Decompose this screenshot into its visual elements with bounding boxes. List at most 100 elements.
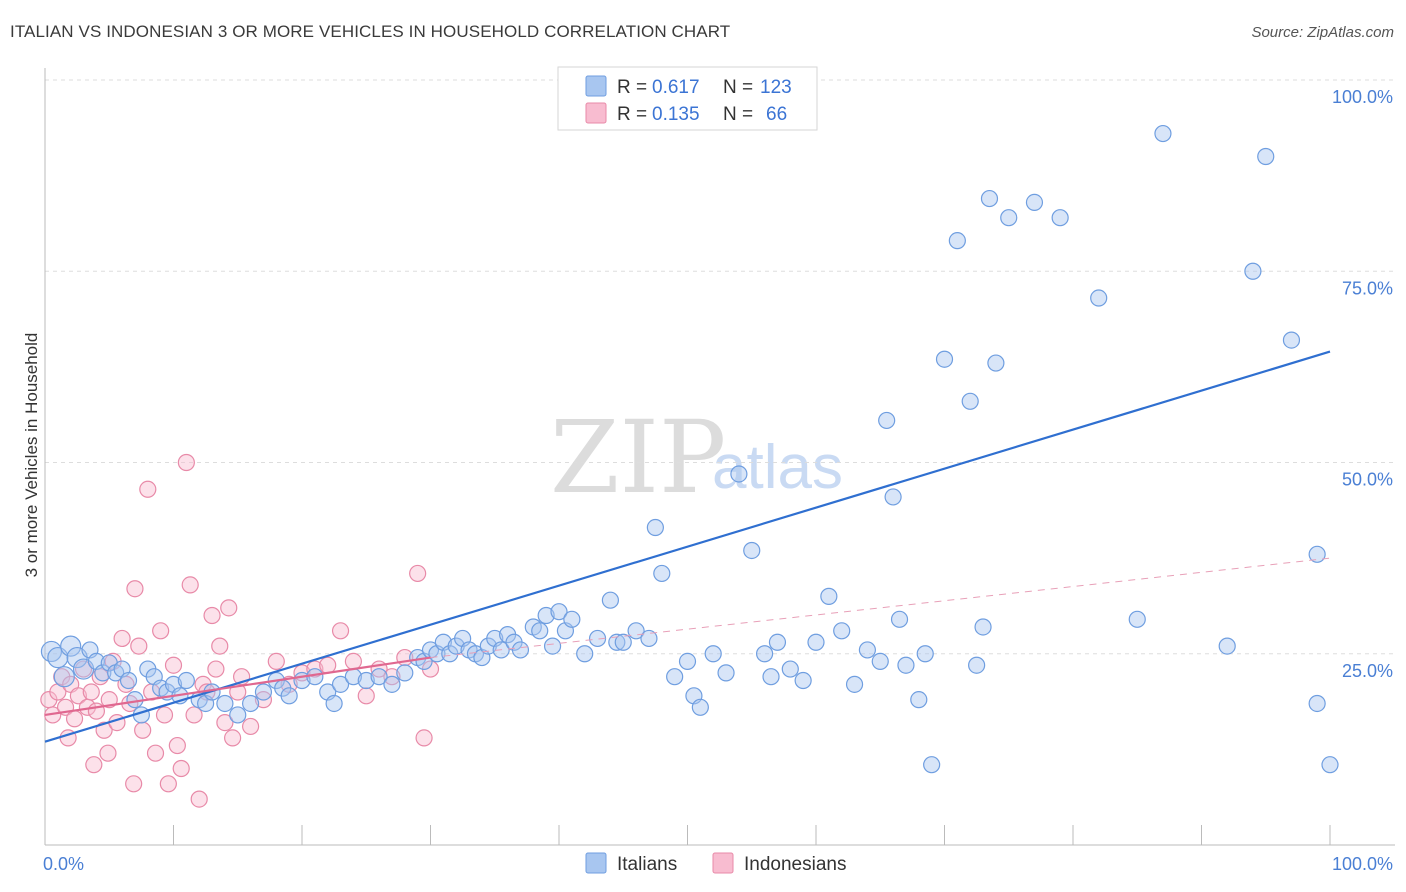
source-credit: Source: ZipAtlas.com	[1251, 24, 1394, 41]
point-italians	[1308, 545, 1326, 563]
legend-top: R = 0.617 N = 123 R = 0.135 N = 66	[557, 66, 818, 131]
point-italians	[357, 671, 375, 690]
point-italians	[794, 671, 812, 690]
point-indonesians	[224, 729, 242, 747]
point-indonesians	[130, 637, 148, 655]
legend-r-label: R =	[617, 104, 647, 125]
grid-lines	[45, 79, 1395, 655]
point-indonesians	[126, 580, 144, 598]
point-italians	[678, 652, 697, 671]
point-italians	[370, 668, 388, 686]
point-indonesians	[357, 687, 375, 705]
point-italians	[845, 675, 864, 693]
point-indonesians	[95, 721, 113, 739]
point-italians	[254, 683, 273, 701]
point-indonesians	[152, 622, 170, 640]
point-italians	[1154, 124, 1172, 143]
point-italians	[935, 350, 954, 368]
point-indonesians	[139, 480, 157, 498]
point-italians	[923, 756, 941, 774]
point-italians	[53, 666, 75, 688]
point-indonesians	[65, 710, 84, 728]
legend-swatch-indonesians	[585, 102, 607, 124]
point-italians	[884, 488, 902, 506]
legend-r-value: 0.135	[652, 104, 700, 125]
point-indonesians	[185, 706, 203, 724]
point-italians	[1090, 289, 1108, 307]
point-italians	[878, 411, 896, 430]
point-italians	[968, 656, 986, 674]
point-italians	[119, 671, 138, 690]
legend-swatch-italians-bottom	[585, 852, 607, 874]
point-italians	[961, 392, 979, 410]
point-indonesians	[155, 706, 174, 724]
point-indonesians	[74, 660, 93, 678]
point-indonesians	[125, 775, 143, 793]
y-tick-label: 50.0%	[1342, 470, 1393, 490]
point-italians	[94, 664, 112, 682]
point-italians	[1000, 209, 1018, 227]
point-italians	[588, 629, 607, 648]
point-italians	[755, 645, 774, 663]
point-italians	[762, 668, 780, 686]
y-tick-label: 100.0%	[1332, 87, 1393, 107]
point-italians	[1051, 209, 1069, 227]
point-italians	[653, 564, 671, 583]
point-italians	[890, 610, 909, 628]
point-italians	[691, 698, 709, 716]
point-italians	[1218, 637, 1236, 655]
point-indonesians	[168, 736, 186, 755]
point-italians	[640, 629, 658, 648]
point-indonesians	[113, 629, 131, 648]
legend-r-value: 0.617	[652, 77, 700, 98]
x-tick-label: 100.0%	[1332, 854, 1393, 874]
legend-n-label: N =	[723, 77, 753, 98]
y-axis-title: 3 or more Vehicles in Household	[22, 333, 41, 578]
y-tick-label: 75.0%	[1342, 278, 1393, 298]
point-indonesians	[181, 576, 199, 594]
point-italians	[1282, 331, 1301, 349]
point-italians	[396, 664, 414, 682]
point-italians	[704, 645, 722, 663]
point-indonesians	[203, 606, 221, 625]
point-italians	[280, 687, 298, 705]
point-italians	[325, 694, 343, 713]
legend-row-indonesians: R = 0.135 N = 66	[585, 102, 787, 125]
point-italians	[871, 652, 889, 671]
y-tick-label: 25.0%	[1342, 661, 1393, 681]
point-italians	[1321, 756, 1339, 774]
point-indonesians	[415, 729, 433, 747]
point-italians	[331, 675, 350, 693]
point-italians	[216, 694, 234, 713]
point-italians	[1257, 147, 1275, 166]
trend-lines	[44, 350, 1331, 743]
point-italians	[781, 660, 799, 678]
point-indonesians	[85, 756, 103, 774]
point-italians	[1025, 193, 1044, 211]
point-italians	[177, 671, 195, 690]
point-italians	[608, 633, 626, 651]
x-tick-label: 0.0%	[43, 854, 84, 874]
point-italians	[858, 641, 877, 659]
point-italians	[910, 691, 928, 709]
point-indonesians	[409, 564, 427, 583]
tick-labels: 25.0% 50.0% 75.0% 100.0% 0.0% 100.0%	[43, 87, 1393, 874]
point-indonesians	[344, 652, 362, 671]
chart-title: ITALIAN VS INDONESIAN 3 OR MORE VEHICLES…	[10, 22, 731, 41]
watermark-atlas: atlas	[712, 433, 843, 502]
point-italians	[550, 603, 568, 621]
point-italians	[730, 465, 748, 483]
point-italians	[563, 610, 581, 628]
watermark-zip: ZIP	[550, 399, 726, 516]
point-italians	[897, 656, 915, 674]
point-indonesians	[44, 706, 62, 724]
point-indonesians	[331, 622, 350, 640]
point-indonesians	[100, 691, 118, 709]
point-italians	[980, 189, 999, 208]
point-italians	[537, 606, 555, 625]
point-italians	[948, 232, 966, 250]
point-indonesians	[319, 656, 337, 674]
point-italians	[974, 618, 992, 636]
point-indonesians	[82, 683, 100, 701]
